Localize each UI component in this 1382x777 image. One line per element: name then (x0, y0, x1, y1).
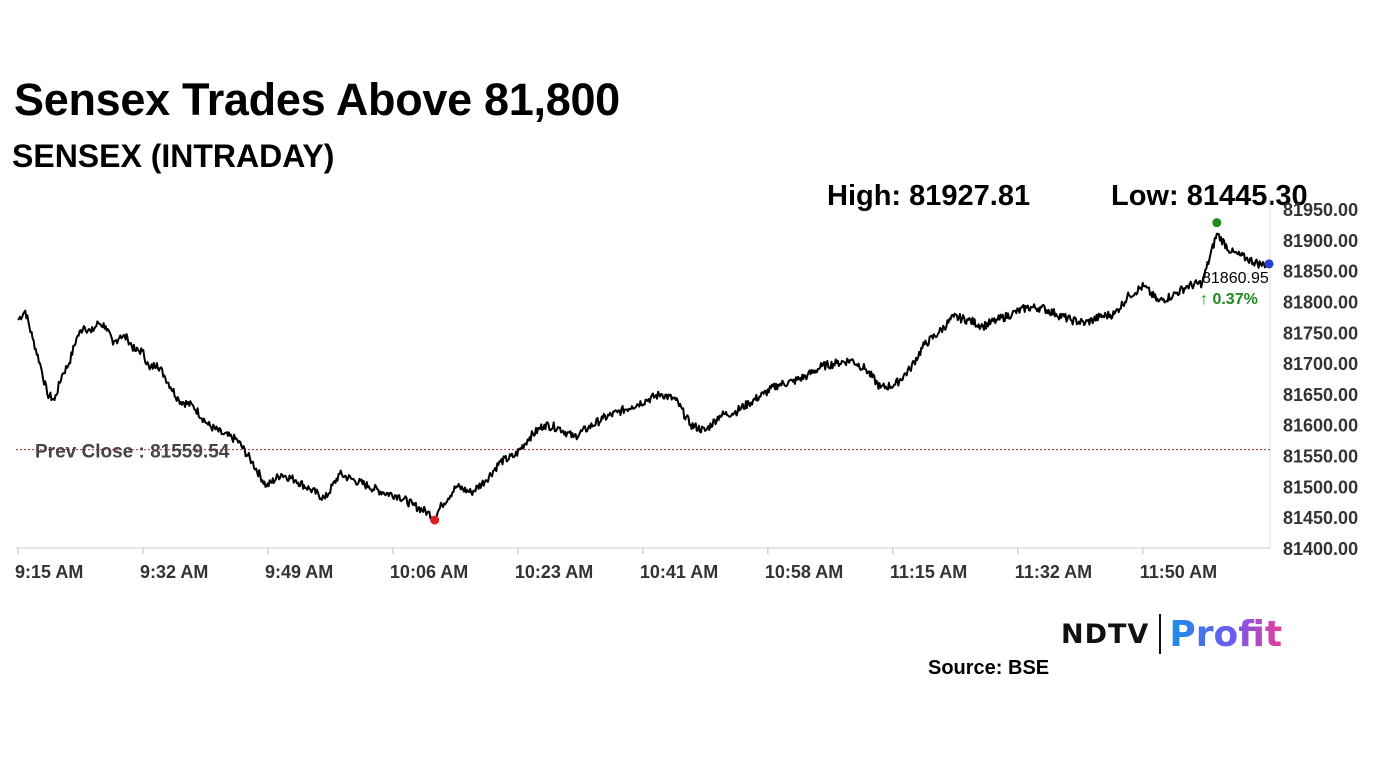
logo-ndtv-text: NDTV (1061, 618, 1150, 650)
y-tick-label: 81650.00 (1283, 385, 1358, 405)
chart-title: Sensex Trades Above 81,800 (14, 74, 620, 125)
x-tick-label: 10:23 AM (515, 562, 593, 582)
high-stat: High: 81927.81 (827, 180, 1031, 212)
ndtv-profit-logo: NDTV Profit (1061, 612, 1282, 656)
x-tick-label: 10:41 AM (640, 562, 718, 582)
high-marker (1212, 218, 1222, 228)
y-axis-ticks: 81400.00 81450.00 81500.00 81550.00 81600.00… (1283, 200, 1358, 559)
last-value-marker (1264, 259, 1274, 269)
y-tick-label: 81600.00 (1283, 416, 1358, 436)
x-tick-label: 9:15 AM (15, 562, 83, 582)
prev-close-label: Prev Close : 81559.54 (35, 442, 230, 463)
y-tick-label: 81400.00 (1283, 539, 1358, 559)
last-value-label: 81860.95 (1202, 270, 1269, 287)
x-tick-label: 11:15 AM (890, 562, 967, 582)
y-tick-label: 81700.00 (1283, 354, 1358, 374)
low-stat: Low: 81445.30 (1111, 180, 1308, 212)
y-tick-label: 81850.00 (1283, 262, 1358, 282)
y-tick-label: 81800.00 (1283, 292, 1358, 312)
x-tick-label: 10:06 AM (390, 562, 468, 582)
y-tick-label: 81550.00 (1283, 447, 1358, 467)
change-percent-label: ↑ 0.37% (1200, 291, 1258, 308)
logo-profit-text: Profit (1169, 613, 1283, 655)
source-note: Source: BSE (928, 657, 1050, 679)
series-line-sensex (17, 232, 1269, 521)
x-axis-ticks: 9:15 AM 9:32 AM 9:49 AM 10:06 AM 10:23 AM 10:… (15, 548, 1217, 582)
low-marker (430, 515, 440, 525)
y-tick-label: 81450.00 (1283, 508, 1358, 528)
y-tick-label: 81500.00 (1283, 477, 1358, 497)
x-tick-label: 9:49 AM (265, 562, 333, 582)
chart-subtitle: SENSEX (INTRADAY) (12, 138, 335, 174)
x-tick-label: 9:32 AM (140, 562, 208, 582)
logo-divider (1159, 614, 1162, 654)
y-tick-label: 81900.00 (1283, 231, 1358, 251)
intraday-line-chart: 81400.00 81450.00 81500.00 81550.00 81600.00… (15, 200, 1358, 582)
x-tick-label: 11:50 AM (1140, 562, 1217, 582)
y-tick-label: 81750.00 (1283, 323, 1358, 343)
y-tick-label: 81950.00 (1283, 200, 1358, 220)
x-tick-label: 11:32 AM (1015, 562, 1092, 582)
x-tick-label: 10:58 AM (765, 562, 843, 582)
